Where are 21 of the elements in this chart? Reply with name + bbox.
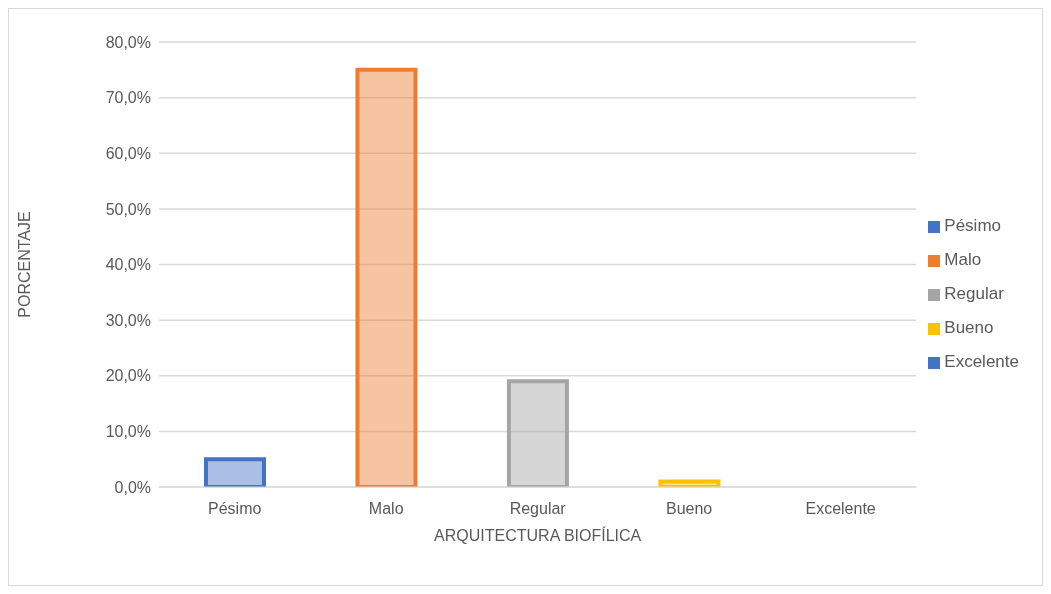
x-tick-label: Bueno: [666, 500, 713, 518]
x-tick-label: Pésimo: [208, 500, 262, 518]
y-tick-label: 40,0%: [105, 256, 151, 274]
x-tick-label: Malo: [368, 500, 404, 518]
y-axis-title: PORCENTAJE: [15, 211, 33, 318]
legend-label: Malo: [944, 250, 982, 269]
x-tick-label: Excelente: [805, 500, 876, 518]
y-tick-label: 30,0%: [105, 311, 151, 329]
y-tick-label: 60,0%: [105, 144, 151, 162]
y-tick-label: 20,0%: [105, 367, 151, 385]
y-tick-label: 10,0%: [105, 423, 151, 441]
legend-label: Pésimo: [944, 216, 1002, 235]
x-tick-label: Regular: [509, 500, 567, 518]
legend-label: Bueno: [944, 318, 994, 337]
legend-label: Regular: [944, 284, 1004, 303]
y-tick-label: 0,0%: [114, 478, 151, 496]
y-tick-label: 70,0%: [105, 89, 151, 107]
y-tick-label: 80,0%: [105, 33, 151, 51]
x-axis-title: ARQUITECTURA BIOFÍLICA: [434, 526, 642, 544]
legend-label: Excelente: [944, 352, 1019, 371]
y-tick-label: 50,0%: [105, 200, 151, 218]
